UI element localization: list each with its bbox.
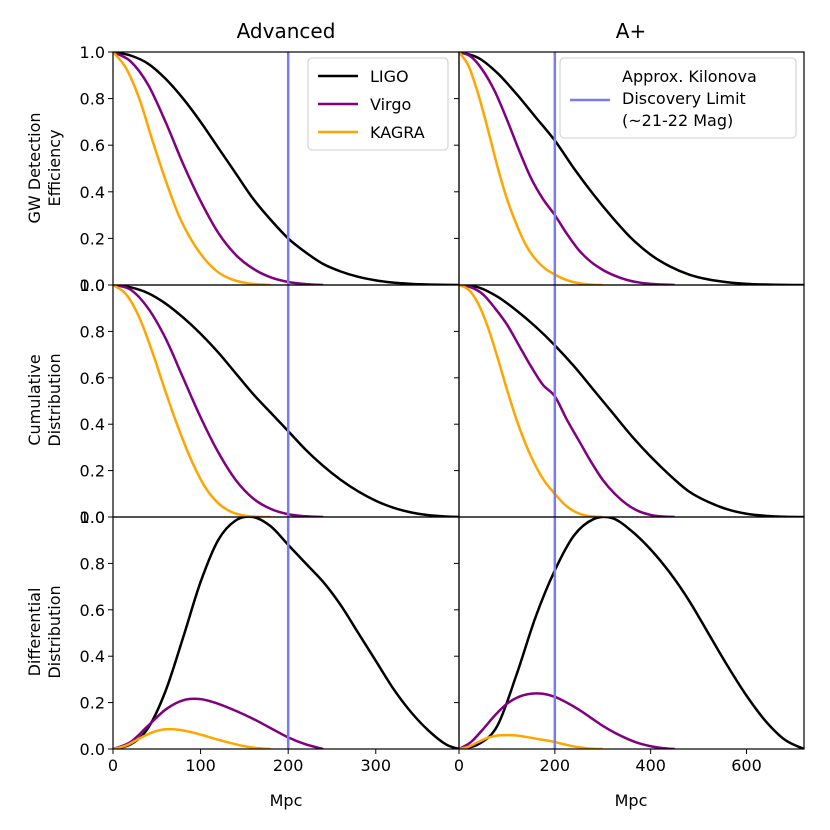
xlabel-aplus: Mpc — [615, 791, 648, 810]
y-tick-label: 0.0 — [80, 276, 105, 295]
xlabel-advanced: Mpc — [270, 791, 303, 810]
series-line-kagra-differential-aplus — [459, 733, 603, 749]
y-tick-label: 0.4 — [80, 647, 105, 666]
y-tick-label: 0.8 — [80, 90, 105, 109]
legend-box — [559, 57, 797, 139]
legend-label-kagra: KAGRA — [370, 123, 425, 142]
series-line-virgo-efficiency-aplus — [459, 52, 675, 285]
row-ylabel-cumulative-line1: Cumulative — [25, 354, 44, 445]
row-ylabel-efficiency-line1: GW Detection — [25, 112, 44, 223]
series-line-virgo-cumulative-advanced — [113, 285, 324, 517]
series-line-kagra-efficiency-advanced — [113, 52, 271, 285]
x-tick-label: 0 — [454, 756, 464, 775]
series-line-ligo-differential-advanced — [113, 517, 459, 749]
series-line-virgo-efficiency-advanced — [113, 52, 324, 285]
y-tick-label: 0.2 — [80, 229, 105, 248]
series-line-ligo-differential-aplus — [459, 517, 804, 749]
row-ylabel-differential-line2: Distribution — [45, 585, 64, 678]
y-tick-label: 0.6 — [80, 601, 105, 620]
legend-box — [307, 57, 449, 151]
panel-frame-differential-aplus — [458, 516, 805, 750]
y-tick-label: 0.2 — [80, 694, 105, 713]
series-line-kagra-cumulative-aplus — [459, 285, 603, 517]
y-tick-label: 0.4 — [80, 415, 105, 434]
y-tick-label: 0.6 — [80, 369, 105, 388]
x-tick-label: 400 — [635, 756, 666, 775]
y-tick-label: 0.0 — [80, 508, 105, 527]
row-ylabel-cumulative-line2: Distribution — [45, 353, 64, 446]
legend-label-line2: Discovery Limit — [622, 89, 746, 108]
y-tick-label: 0.8 — [80, 322, 105, 341]
series-line-virgo-differential-advanced — [113, 697, 324, 749]
series-line-ligo-cumulative-advanced — [113, 285, 459, 517]
series-line-virgo-differential-aplus — [459, 692, 675, 749]
legend-label-ligo: LIGO — [370, 67, 409, 86]
y-tick-label: 0.6 — [80, 136, 105, 155]
x-tick-label: 100 — [185, 756, 216, 775]
series-line-kagra-differential-advanced — [113, 727, 271, 749]
series-line-kagra-efficiency-aplus — [459, 52, 603, 285]
y-tick-label: 0.2 — [80, 462, 105, 481]
legend-label-line1: Approx. Kilonova — [622, 67, 757, 86]
y-tick-label: 1.0 — [80, 276, 105, 295]
row-ylabel-differential-line1: Differential — [25, 588, 44, 677]
y-tick-label: 1.0 — [80, 43, 105, 62]
y-tick-label: 0.8 — [80, 554, 105, 573]
column-title-advanced: Advanced — [237, 19, 336, 43]
plot-area: 0.00.20.40.60.81.00.00.20.40.60.81.00.00… — [80, 43, 805, 775]
y-tick-label: 0.0 — [80, 740, 105, 759]
legend-label-line3: (~21-22 Mag) — [622, 111, 733, 130]
legend-aplus: Approx. Kilonova Discovery Limit (~21-22… — [559, 57, 797, 139]
x-tick-label: 300 — [361, 756, 392, 775]
series-line-virgo-cumulative-aplus — [459, 285, 675, 517]
y-tick-label: 1.0 — [80, 508, 105, 527]
panel-frame-differential-advanced — [112, 516, 460, 750]
series-line-kagra-cumulative-advanced — [113, 285, 271, 517]
legend-label-virgo: Virgo — [370, 95, 411, 114]
x-tick-label: 600 — [731, 756, 762, 775]
series-line-ligo-cumulative-aplus — [459, 285, 804, 517]
x-tick-label: 200 — [540, 756, 571, 775]
row-ylabel-efficiency-line2: Efficiency — [45, 129, 64, 206]
x-tick-label: 0 — [108, 756, 118, 775]
panel-frame-cumulative-advanced — [112, 284, 460, 518]
legend-advanced: LIGO Virgo KAGRA — [307, 57, 449, 151]
y-tick-label: 0.4 — [80, 183, 105, 202]
column-title-aplus: A+ — [616, 19, 646, 43]
series-line-ligo-efficiency-aplus — [459, 52, 804, 285]
x-tick-label: 200 — [273, 756, 304, 775]
